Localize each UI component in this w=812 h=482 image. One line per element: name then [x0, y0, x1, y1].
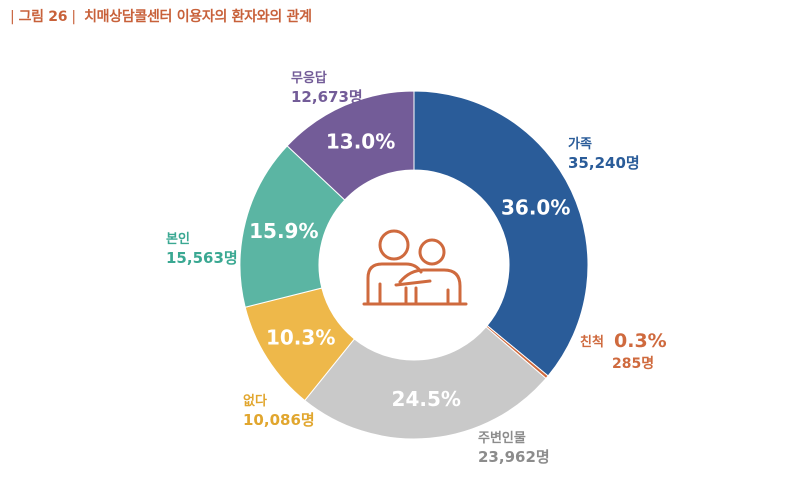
count-label-없다: 10,086명 [243, 411, 315, 429]
figure-title: | 그림 26 | 치매상담콜센터 이용자의 환자와의 관계 [10, 9, 312, 25]
category-name-없다: 없다 [243, 393, 267, 409]
category-name-본인: 본인 [166, 231, 190, 247]
two-people-embracing-icon [362, 229, 468, 306]
label-group-친척: 친척 0.3% 285명 [580, 330, 667, 372]
slice-무응답 [286, 90, 415, 201]
label-group-주변인물: 주변인물 23,962명 [478, 430, 550, 466]
label-group-무응답: 무응답 12,673명 [291, 71, 363, 106]
figure-number: 그림 26 [18, 9, 68, 25]
percent-label-본인: 15.9% [249, 219, 318, 243]
category-name-주변인물: 주변인물 [478, 430, 526, 446]
count-label-본인: 15,563명 [166, 249, 238, 267]
category-name-친척: 친척 [580, 334, 604, 350]
category-name-가족: 가족 [568, 137, 592, 152]
count-label-친척: 285명 [612, 355, 654, 372]
label-group-본인: 본인 15,563명 [166, 231, 238, 267]
percent-label-가족: 36.0% [501, 196, 570, 220]
category-name-무응답: 무응답 [291, 71, 327, 86]
slice-가족 [413, 90, 589, 377]
percent-label-주변인물: 24.5% [392, 387, 461, 411]
label-group-없다: 없다 10,086명 [243, 393, 315, 429]
percent-label-없다: 10.3% [266, 325, 335, 349]
count-label-주변인물: 23,962명 [478, 448, 550, 466]
percent-label-친척: 0.3% [614, 330, 667, 352]
count-label-가족: 35,240명 [568, 154, 640, 172]
label-group-가족: 가족 35,240명 [568, 137, 640, 172]
percent-labels: 36.0% 24.5% 10.3% 15.9% 13.0% [249, 130, 570, 411]
donut-slices [239, 90, 589, 440]
figure-title-text: 치매상담콜센터 이용자의 환자와의 관계 [84, 9, 312, 25]
slice-주변인물 [304, 326, 547, 440]
count-label-무응답: 12,673명 [291, 88, 363, 106]
percent-label-무응답: 13.0% [326, 130, 395, 154]
